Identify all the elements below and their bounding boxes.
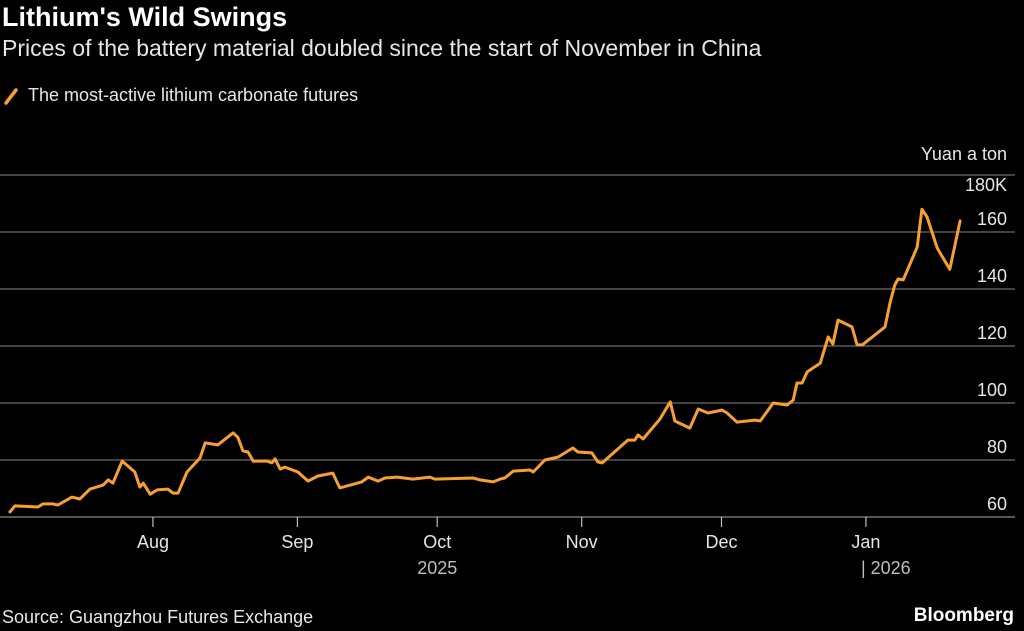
- chart-title: Lithium's Wild Swings: [2, 2, 288, 32]
- year-label: 2025: [417, 558, 457, 578]
- x-tick-label: Sep: [281, 532, 313, 552]
- y-tick-label: 160: [977, 209, 1007, 229]
- y-tick-label: 180K: [965, 175, 1007, 195]
- x-tick-label: Jan: [851, 532, 880, 552]
- y-tick-label: 60: [987, 494, 1007, 514]
- legend-label: The most-active lithium carbonate future…: [28, 85, 359, 105]
- x-tick-label: Nov: [566, 532, 598, 552]
- series-line: [8, 207, 962, 514]
- x-tick-label: Aug: [137, 532, 169, 552]
- x-tick-label: Oct: [423, 532, 451, 552]
- bloomberg-logo: Bloomberg: [913, 605, 1014, 626]
- y-tick-label: 100: [977, 380, 1007, 400]
- source-note: Source: Guangzhou Futures Exchange: [2, 607, 314, 627]
- y-axis-label: Yuan a ton: [921, 144, 1007, 164]
- y-tick-label: 120: [977, 323, 1007, 343]
- year-label: | 2026: [861, 558, 911, 578]
- x-tick-label: Dec: [705, 532, 737, 552]
- y-tick-label: 140: [977, 266, 1007, 286]
- legend: The most-active lithium carbonate future…: [4, 85, 358, 106]
- y-tick-label: 80: [987, 437, 1007, 457]
- legend-line-icon: [4, 87, 18, 105]
- chart-subtitle: Prices of the battery material doubled s…: [2, 35, 762, 61]
